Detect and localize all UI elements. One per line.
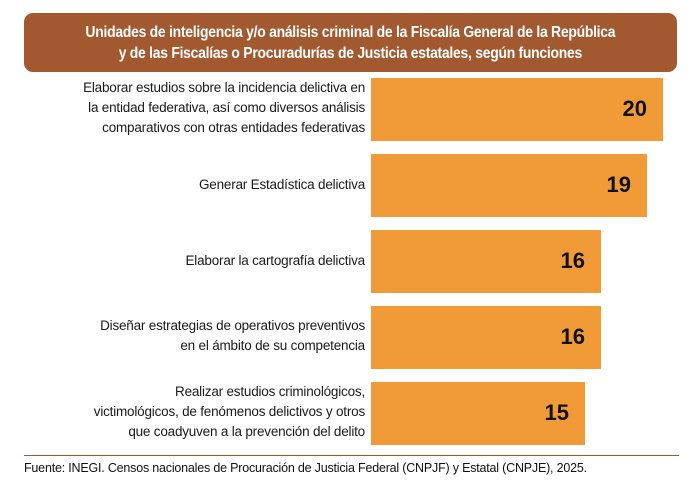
category-label-line: en el ámbito de su competencia: [180, 337, 365, 353]
category-label-line: la entidad federativa, así como diversos…: [88, 99, 365, 115]
chart-title-line-2: y de las Fiscalías o Procuradurías de Ju…: [118, 44, 583, 62]
category-label-line: victimológicos, de fenómenos delictivos …: [93, 403, 365, 419]
bar-4: [371, 306, 601, 369]
bar-1: [371, 78, 663, 141]
bar-2: [371, 154, 647, 217]
bar-3: [371, 230, 601, 293]
chart-title-box: Unidades de inteligencia y/o análisis cr…: [24, 13, 677, 72]
bar-value-label-4: 16: [560, 323, 585, 349]
bar-value-label-5: 15: [544, 399, 569, 425]
bar-value-label-2: 19: [606, 171, 631, 197]
category-label-line: Diseñar estrategias de operativos preven…: [100, 317, 365, 333]
category-label-2: Generar Estadística delictiva: [199, 175, 365, 195]
footer-divider: [24, 455, 679, 456]
category-label-line: que coadyuven a la prevención del delito: [128, 423, 365, 439]
category-label-line: Elaborar estudios sobre la incidencia de…: [83, 79, 365, 95]
category-label-line: Realizar estudios criminológicos,: [175, 383, 365, 399]
category-label-1: Elaborar estudios sobre la incidencia de…: [83, 78, 365, 138]
category-label-4: Diseñar estrategias de operativos preven…: [100, 316, 365, 356]
bar-value-label-3: 16: [560, 247, 585, 273]
category-label-line: Elaborar la cartografía delictiva: [185, 252, 366, 268]
source-note: Fuente: INEGI. Censos nacionales de Proc…: [24, 461, 587, 475]
bar-5: [371, 382, 585, 445]
bar-value-label-1: 20: [622, 95, 647, 121]
category-label-3: Elaborar la cartografía delictiva: [186, 251, 366, 271]
category-label-line: Generar Estadística delictiva: [198, 176, 365, 192]
chart-title: Unidades de inteligencia y/o análisis cr…: [86, 22, 616, 64]
category-label-line: comparativos con otras entidades federat…: [102, 119, 365, 135]
category-label-5: Realizar estudios criminológicos, victimo…: [94, 382, 365, 442]
chart-title-line-1: Unidades de inteligencia y/o análisis cr…: [85, 23, 616, 41]
